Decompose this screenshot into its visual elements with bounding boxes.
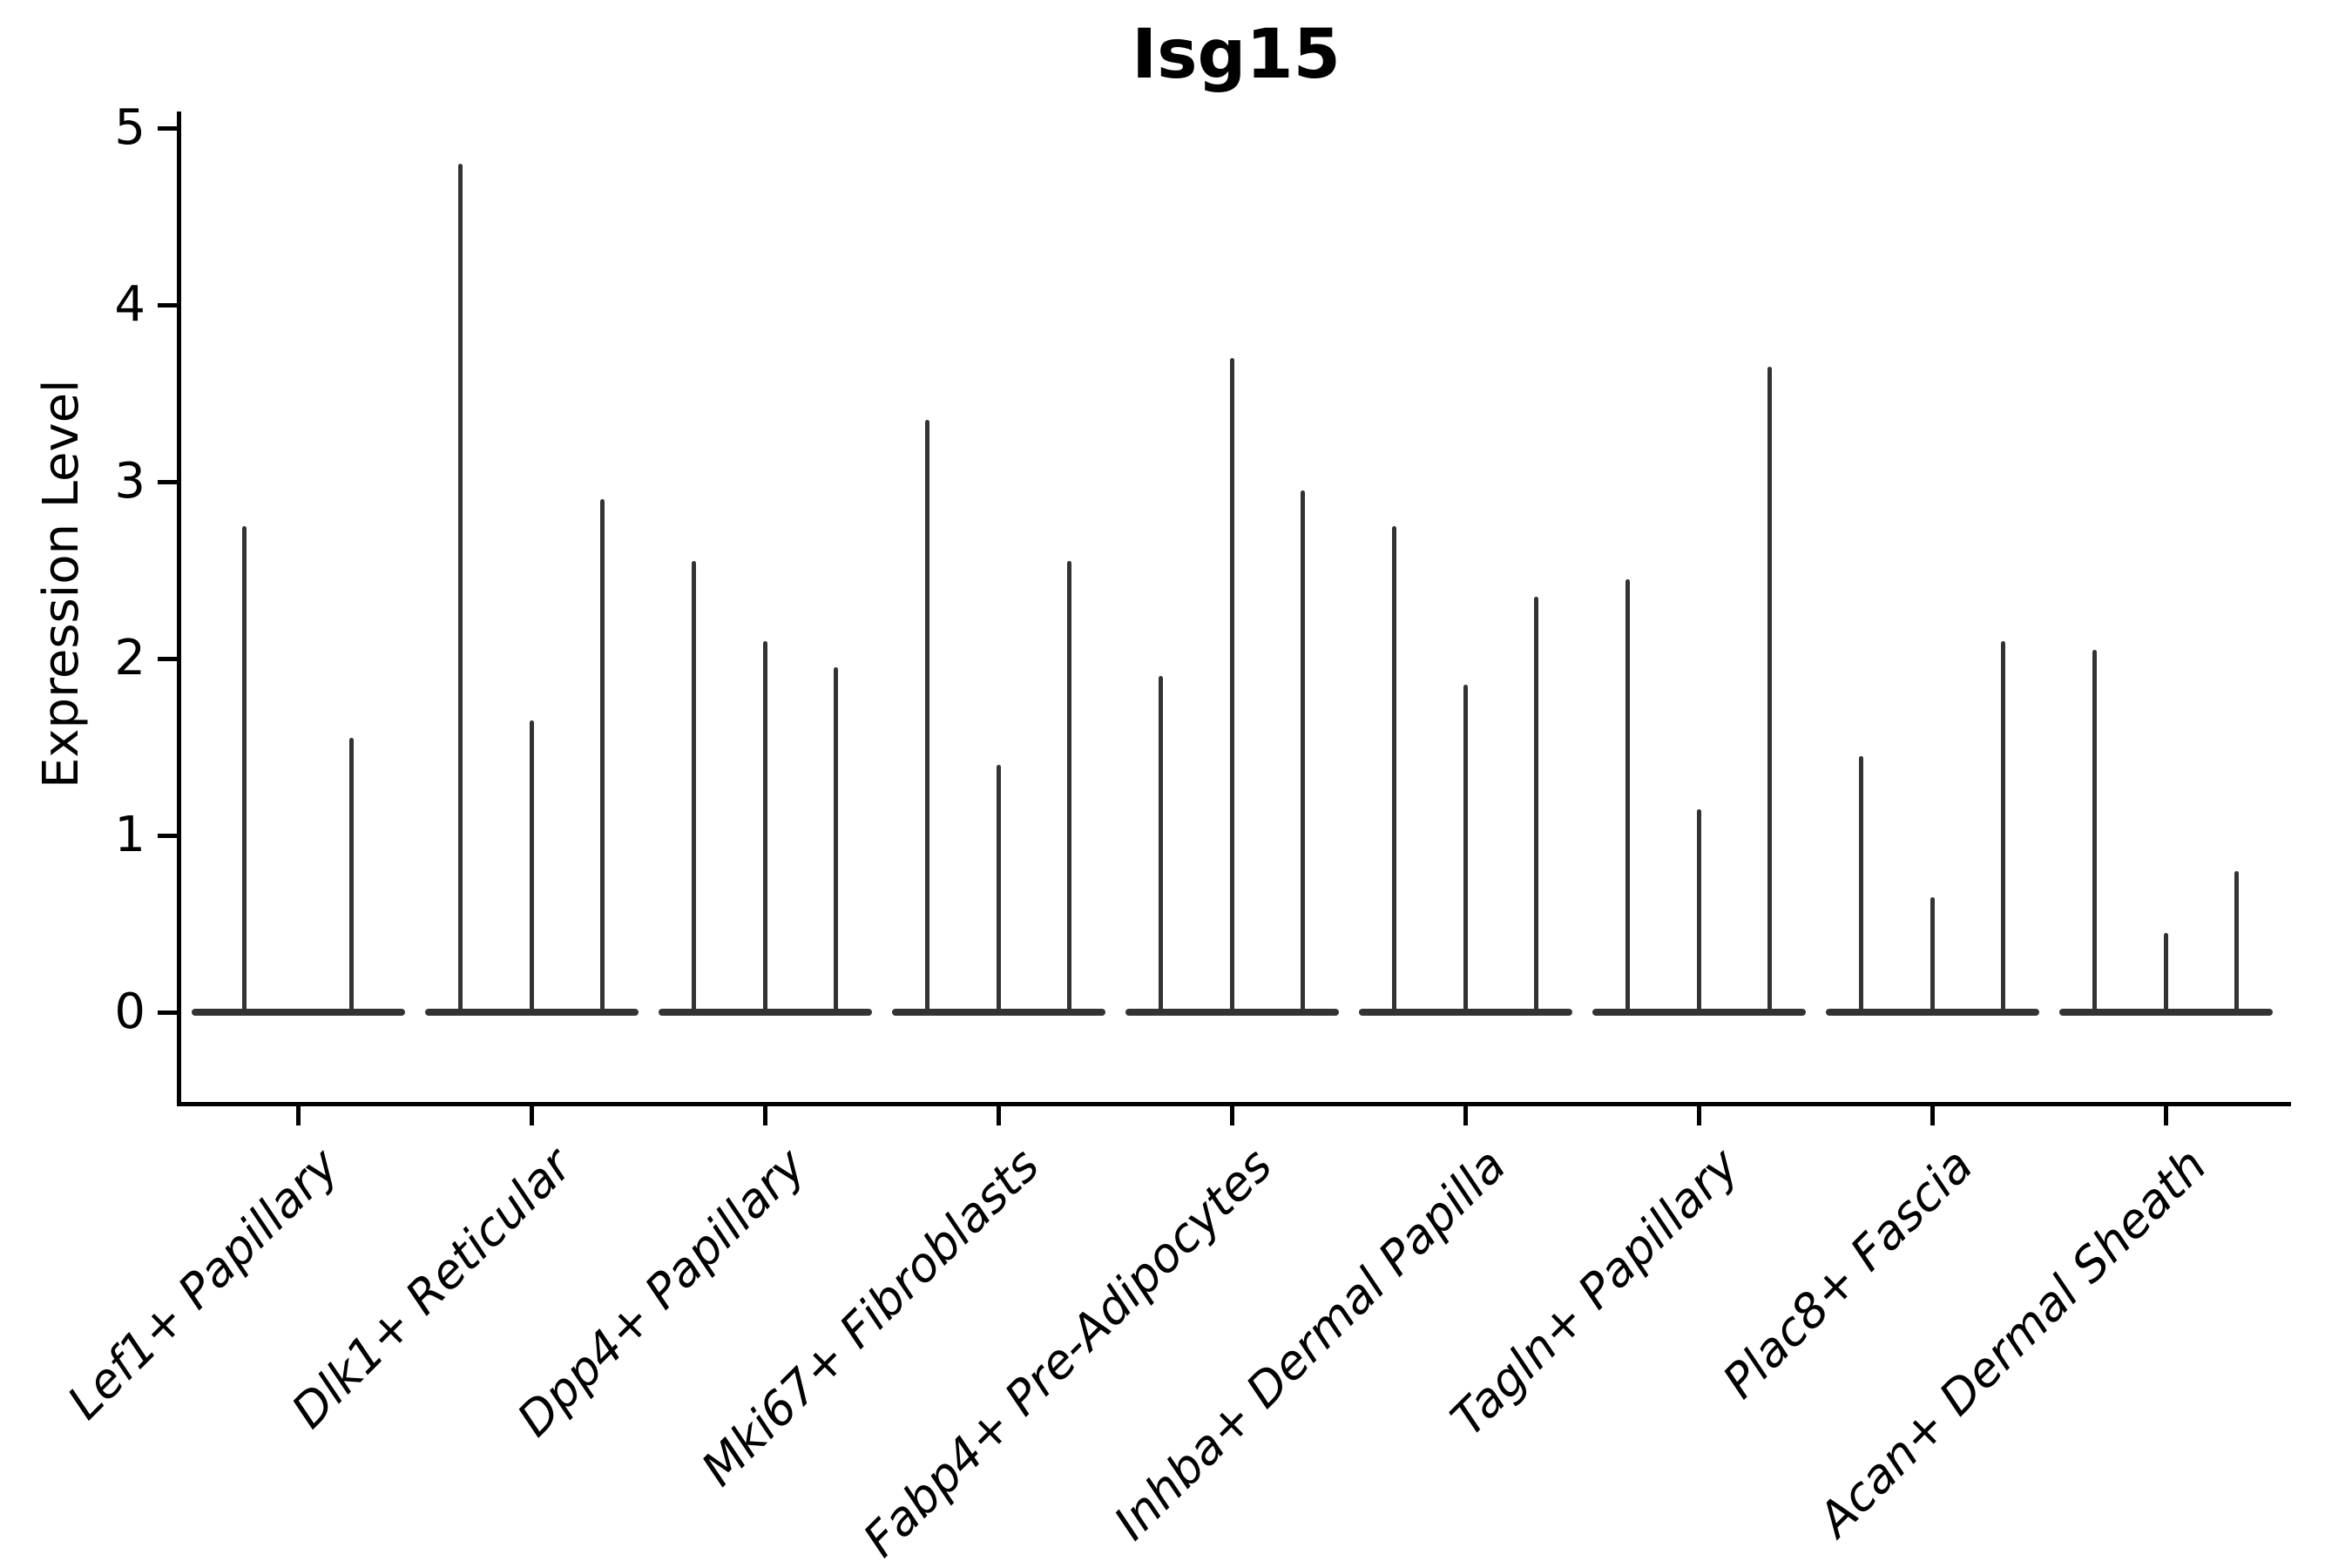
chart-title: Isg15 [1132, 16, 1341, 94]
violin-base [658, 1009, 872, 1016]
violin-spike [457, 163, 463, 1012]
y-tick-mark [158, 1010, 177, 1015]
violin-spike [1858, 755, 1863, 1012]
x-tick-mark [2163, 1106, 2168, 1125]
violin-spike [2092, 649, 2097, 1012]
y-tick-mark [158, 656, 177, 661]
violin-spike [1767, 367, 1773, 1012]
violin-base [1125, 1009, 1339, 1016]
violin-base [191, 1009, 405, 1016]
x-tick-mark [295, 1106, 301, 1125]
violin-spike [1158, 676, 1163, 1012]
violin-spike [2001, 640, 2006, 1012]
violin-spike [600, 499, 605, 1012]
violin-base [424, 1009, 639, 1016]
y-axis-line [177, 112, 181, 1106]
violin-spike [1301, 490, 1306, 1012]
x-axis-line [177, 1102, 2291, 1106]
violin-spike [2234, 870, 2240, 1012]
violin-spike [996, 764, 1001, 1012]
violin-spike [1067, 561, 1072, 1012]
y-tick-label: 3 [114, 453, 145, 510]
violin-base [1358, 1009, 1572, 1016]
violin-spike [529, 720, 534, 1012]
x-tick-mark [996, 1106, 1001, 1125]
x-tick-mark [1930, 1106, 1935, 1125]
x-tick-label: Plac8+ Fascia [1712, 1138, 1984, 1409]
y-tick-mark [158, 833, 177, 838]
violin-spike [2163, 932, 2168, 1012]
violin-spike [1229, 357, 1234, 1012]
x-tick-label: Acan+ Dermal Sheath [1807, 1138, 2217, 1547]
y-axis-label: Expression Level [33, 379, 90, 788]
violin-spike [762, 640, 767, 1012]
violin-base [1825, 1009, 2039, 1016]
x-tick-mark [1463, 1106, 1468, 1125]
violin-spike [1391, 525, 1396, 1012]
violin-spike [1696, 808, 1701, 1012]
violin-base [1592, 1009, 1806, 1016]
y-tick-mark [158, 302, 177, 308]
violin-spike [1625, 578, 1630, 1012]
x-tick-mark [762, 1106, 767, 1125]
violin-spike [924, 419, 929, 1012]
x-tick-mark [1696, 1106, 1701, 1125]
violin-spike [1534, 596, 1539, 1012]
y-tick-label: 5 [114, 99, 145, 156]
y-tick-label: 2 [114, 630, 145, 686]
y-tick-label: 1 [114, 807, 145, 863]
violin-base [891, 1009, 1105, 1016]
y-tick-label: 4 [114, 276, 145, 333]
x-tick-label: Inhba+ Dermal Papilla [1103, 1138, 1517, 1551]
x-tick-mark [1229, 1106, 1234, 1125]
x-tick-mark [529, 1106, 534, 1125]
violin-spike [834, 667, 839, 1012]
violin-spike [242, 525, 247, 1012]
violin-base [2058, 1009, 2273, 1016]
violin-spike [1463, 685, 1468, 1012]
x-tick-label: Fabp4+ Pre-Adipocytes [853, 1138, 1283, 1568]
violin-spike [348, 738, 354, 1012]
y-tick-mark [158, 125, 177, 131]
violin-spike [1930, 897, 1935, 1012]
y-tick-mark [158, 479, 177, 484]
y-tick-label: 0 [114, 983, 145, 1040]
violin-spike [691, 561, 696, 1012]
